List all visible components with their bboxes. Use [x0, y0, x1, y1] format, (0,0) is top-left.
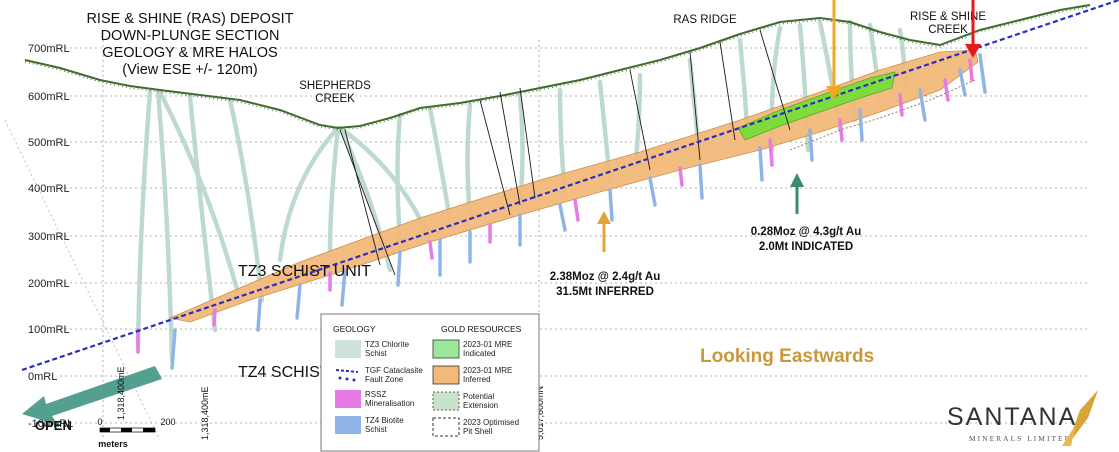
title-line-2: DOWN-PLUNGE SECTION	[101, 28, 280, 44]
scale-unit-label: meters	[98, 439, 128, 449]
rl-label-600: 600mRL	[28, 91, 70, 103]
looking-eastwards-label: Looking Eastwards	[700, 346, 874, 367]
logo-subtitle: MINERALS LIMITED	[969, 434, 1072, 443]
legend-tgf-line2: Fault Zone	[365, 375, 404, 384]
scale-zero-label: 0	[97, 417, 102, 427]
logo-swoosh-icon	[1067, 390, 1098, 446]
place-rise-line1: RISE & SHINE	[910, 11, 986, 23]
legend-tgf-line1: TGF Cataclasite	[365, 366, 423, 375]
rl-label-minus100: -100mRL	[28, 418, 73, 430]
pit-shell-outline	[789, 79, 976, 151]
fault-lines	[339, 29, 791, 276]
legend-swatch-inferred	[432, 365, 460, 385]
legend-swatch-pit-shell	[432, 417, 460, 437]
place-rise-line2: CREEK	[928, 24, 968, 36]
tz3-drillholes	[135, 19, 908, 363]
rl-label-100: 100mRL	[28, 324, 70, 336]
rl-label-300: 300mRL	[28, 231, 70, 243]
title-line-4: (View ESE +/- 120m)	[122, 62, 258, 78]
legend-pitshell-line1: 2023 Optimised	[463, 418, 519, 427]
legend-rssz-line2: Mineralisation	[365, 399, 414, 408]
rl-label-700: 700mRL	[28, 43, 70, 55]
legend-tz3-line1: TZ3 Chlorite	[365, 340, 410, 349]
legend-indicated-line1: 2023-01 MRE	[463, 340, 512, 349]
legend-pitshell-line2: Pit Shell	[463, 427, 493, 436]
resource-inferred-line2: 31.5Mt INFERRED	[556, 286, 654, 298]
legend-geology-header: GEOLOGY	[333, 324, 376, 334]
legend-swatch-indicated	[432, 339, 460, 359]
inferred-pointer-arrow	[597, 211, 611, 252]
indicated-pointer-arrow	[790, 173, 804, 214]
scale-max-label: 200	[160, 417, 175, 427]
scale-bar	[99, 427, 156, 433]
legend-indicated-line2: Indicated	[463, 349, 495, 358]
legend-tz3-line2: Schist	[365, 349, 388, 358]
santana-logo: SANTANA MINERALS LIMITED	[947, 390, 1098, 446]
legend-swatch-extension	[432, 391, 460, 411]
rl-label-0: 0mRL	[28, 371, 57, 383]
legend-swatch-rssz	[335, 390, 361, 408]
resource-indicated-line2: 2.0Mt INDICATED	[759, 241, 853, 253]
rl-label-500: 500mRL	[28, 137, 70, 149]
title-line-3: GEOLOGY & MRE HALOS	[102, 45, 277, 61]
section-title: RISE & SHINE (RAS) DEPOSIT DOWN-PLUNGE S…	[86, 11, 293, 78]
open-direction-arrow	[22, 366, 162, 425]
title-line-1: RISE & SHINE (RAS) DEPOSIT	[86, 11, 293, 27]
legend-swatch-tgf	[335, 369, 359, 373]
easting-label-1: 1,318,400mE	[116, 366, 126, 420]
rssz-intercepts	[136, 58, 974, 354]
legend-swatch-tz4	[335, 416, 361, 434]
tz4-drillholes	[170, 53, 987, 370]
place-ras-ridge: RAS RIDGE	[673, 14, 737, 26]
indicated-resource-halo	[737, 71, 896, 141]
legend-gold-header: GOLD RESOURCES	[441, 324, 522, 334]
place-shepherds-line1: SHEPHERDS	[299, 80, 371, 92]
legend-extension-line2: Extension	[463, 401, 498, 410]
legend-inferred-line2: Inferred	[463, 375, 491, 384]
orange-highlight-arrow	[826, 0, 842, 100]
legend-tz4-line2: Schist	[365, 425, 388, 434]
legend: GEOLOGY GOLD RESOURCES TZ3 Chlorite Schi…	[320, 313, 540, 452]
place-shepherds-line2: CREEK	[315, 93, 355, 105]
legend-tz4-line1: TZ4 Biotite	[365, 416, 404, 425]
legend-swatch-tz3	[335, 340, 361, 358]
resource-indicated-line1: 0.28Moz @ 4.3g/t Au	[751, 226, 861, 238]
logo-wordmark: SANTANA	[947, 403, 1077, 431]
rl-labels: 700mRL 600mRL 500mRL 400mRL 300mRL 200mR…	[28, 43, 73, 430]
legend-rssz-line1: RSSZ	[365, 390, 386, 399]
logo-swoosh-icon-2	[1062, 424, 1076, 446]
open-label: OPEN	[35, 418, 72, 433]
unit-label-tz3: TZ3 SCHIST UNIT	[238, 263, 371, 280]
easting-label-2: 1,318,400mE	[200, 386, 210, 440]
rl-label-400: 400mRL	[28, 183, 70, 195]
legend-inferred-line1: 2023-01 MRE	[463, 366, 512, 375]
northing-label: 5,017,600mN	[535, 386, 545, 440]
topography-line	[24, 4, 1091, 130]
tgf-fault-zone-line	[21, 0, 1119, 372]
rl-label-200: 200mRL	[28, 278, 70, 290]
legend-extension-line1: Potential	[463, 392, 494, 401]
red-highlight-arrow	[965, 0, 981, 58]
resource-inferred-line1: 2.38Moz @ 2.4g/t Au	[550, 271, 660, 283]
